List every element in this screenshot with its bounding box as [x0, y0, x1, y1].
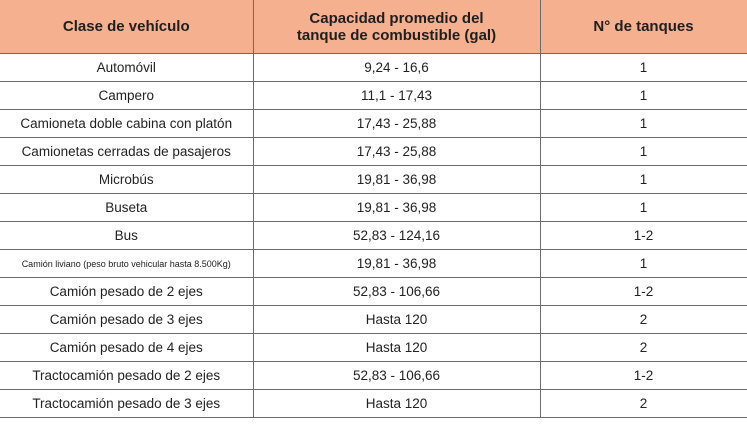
vehicle-class-cell: Bus — [0, 221, 254, 250]
tank-count-cell: 2 — [539, 389, 747, 418]
capacity-cell: 17,43 - 25,88 — [252, 109, 541, 138]
header-vehicle-class: Clase de vehículo — [0, 0, 254, 54]
header-avg-capacity: Capacidad promedio del tanque de combust… — [252, 0, 541, 54]
header-row: Clase de vehículo Capacidad promedio del… — [0, 0, 747, 54]
capacity-cell: 52,83 - 124,16 — [252, 221, 541, 250]
tank-count-cell: 2 — [539, 305, 747, 334]
capacity-cell: 52,83 - 106,66 — [252, 277, 541, 306]
table-row: Camioneta doble cabina con platón 17,43 -… — [0, 109, 747, 138]
capacity-cell: 17,43 - 25,88 — [252, 137, 541, 166]
table-row: Tractocamión pesado de 2 ejes 52,83 - 106… — [0, 361, 747, 390]
tank-count-cell: 1-2 — [539, 221, 747, 250]
capacity-cell: 19,81 - 36,98 — [252, 249, 541, 278]
tank-count-cell: 1 — [539, 249, 747, 278]
capacity-cell: Hasta 120 — [252, 389, 541, 418]
vehicle-class-cell: Camioneta doble cabina con platón — [0, 109, 254, 138]
capacity-cell: Hasta 120 — [252, 333, 541, 362]
table-row: Camión pesado de 4 ejes Hasta 120 2 — [0, 333, 747, 362]
vehicle-class-cell: Tractocamión pesado de 3 ejes — [0, 389, 254, 418]
vehicle-class-cell: Buseta — [0, 193, 254, 222]
capacity-cell: Hasta 120 — [252, 305, 541, 334]
tank-count-cell: 1-2 — [539, 277, 747, 306]
capacity-cell: 19,81 - 36,98 — [252, 193, 541, 222]
table-row: Bus 52,83 - 124,16 1-2 — [0, 221, 747, 250]
vehicle-class-cell: Tractocamión pesado de 2 ejes — [0, 361, 254, 390]
tank-count-cell: 1-2 — [539, 361, 747, 390]
tank-count-cell: 1 — [539, 53, 747, 82]
capacity-cell: 52,83 - 106,66 — [252, 361, 541, 390]
table-row: Automóvil 9,24 - 16,6 1 — [0, 53, 747, 82]
table-row: Camionetas cerradas de pasajeros 17,43 - … — [0, 137, 747, 166]
vehicle-class-cell: Camión pesado de 2 ejes — [0, 277, 254, 306]
capacity-cell: 11,1 - 17,43 — [252, 81, 541, 110]
header-tank-count: N° de tanques — [539, 0, 747, 54]
tank-count-cell: 2 — [539, 333, 747, 362]
tank-count-cell: 1 — [539, 81, 747, 110]
vehicle-class-cell: Campero — [0, 81, 254, 110]
tank-count-cell: 1 — [539, 165, 747, 194]
tank-count-cell: 1 — [539, 109, 747, 138]
fuel-capacity-table: Clase de vehículo Capacidad promedio del… — [0, 0, 747, 418]
header-avg-capacity-line1: Capacidad promedio del — [309, 9, 484, 27]
header-avg-capacity-line2: tanque de combustible (gal) — [296, 26, 497, 44]
vehicle-class-cell: Camionetas cerradas de pasajeros — [0, 137, 254, 166]
table-row: Camión pesado de 3 ejes Hasta 120 2 — [0, 305, 747, 334]
table-row: Campero 11,1 - 17,43 1 — [0, 81, 747, 110]
table-row: Camión pesado de 2 ejes 52,83 - 106,66 1-2 — [0, 277, 747, 306]
vehicle-class-cell: Camión liviano (peso bruto vehicular has… — [0, 249, 254, 278]
vehicle-class-cell: Camión pesado de 3 ejes — [0, 305, 254, 334]
table-row: Tractocamión pesado de 3 ejes Hasta 120 2 — [0, 389, 747, 418]
tank-count-cell: 1 — [539, 137, 747, 166]
vehicle-class-cell: Automóvil — [0, 53, 254, 82]
tank-count-cell: 1 — [539, 193, 747, 222]
table-row: Microbús 19,81 - 36,98 1 — [0, 165, 747, 194]
table-row: Camión liviano (peso bruto vehicular has… — [0, 249, 747, 278]
capacity-cell: 9,24 - 16,6 — [252, 53, 541, 82]
table-row: Buseta 19,81 - 36,98 1 — [0, 193, 747, 222]
vehicle-class-cell: Microbús — [0, 165, 254, 194]
vehicle-class-cell: Camión pesado de 4 ejes — [0, 333, 254, 362]
capacity-cell: 19,81 - 36,98 — [252, 165, 541, 194]
